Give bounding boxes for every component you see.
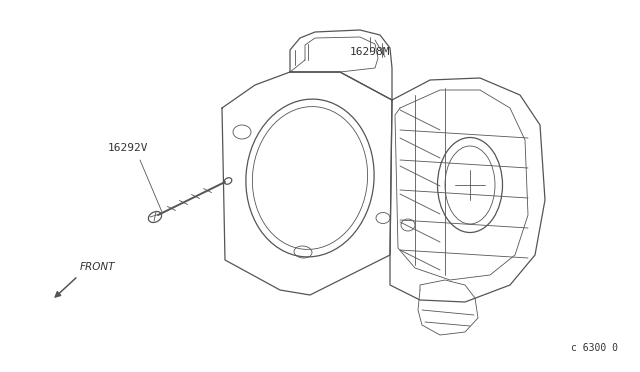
Text: 16298M: 16298M bbox=[350, 47, 390, 57]
Text: 16292V: 16292V bbox=[108, 143, 148, 153]
Text: FRONT: FRONT bbox=[80, 262, 115, 272]
Text: c 6300 0: c 6300 0 bbox=[571, 343, 618, 353]
